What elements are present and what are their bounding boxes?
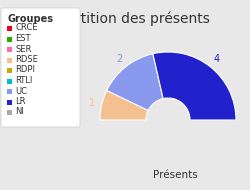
Text: UC: UC (15, 86, 27, 96)
Text: 1: 1 (89, 98, 95, 108)
Bar (7, 100, 12, 104)
Text: RDSE: RDSE (15, 55, 38, 64)
Bar (7, 68, 12, 73)
Text: 2: 2 (116, 54, 122, 64)
Text: Présents: Présents (152, 170, 198, 180)
Bar (7, 78, 12, 83)
FancyBboxPatch shape (1, 8, 80, 127)
Text: RTLI: RTLI (15, 76, 32, 85)
Text: NI: NI (15, 108, 24, 116)
Bar (7, 26, 12, 31)
Bar (7, 58, 12, 63)
Text: CRCE: CRCE (15, 24, 38, 32)
Text: SER: SER (15, 44, 32, 54)
Text: LR: LR (15, 97, 26, 106)
Wedge shape (100, 90, 148, 120)
Bar (7, 36, 12, 41)
Text: RDPI: RDPI (15, 66, 35, 74)
Wedge shape (107, 54, 163, 110)
Text: Groupes: Groupes (7, 14, 53, 24)
Text: Répartition des présents: Répartition des présents (40, 12, 210, 26)
Wedge shape (153, 52, 236, 120)
Bar (7, 89, 12, 94)
Text: 4: 4 (214, 54, 220, 64)
Text: EST: EST (15, 34, 30, 43)
Bar (7, 47, 12, 52)
Bar (7, 110, 12, 115)
